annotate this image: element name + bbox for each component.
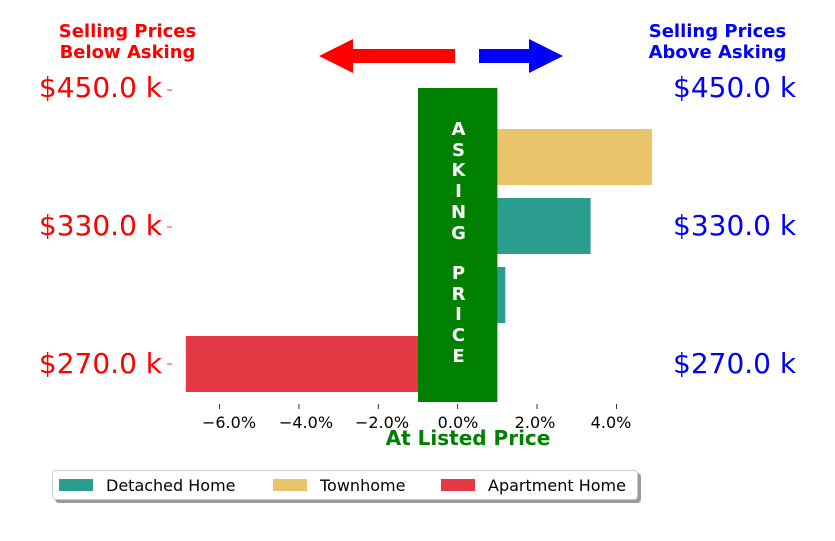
legend-item-detached: Detached Home [59, 471, 236, 499]
x-tick-label: −2.0% [354, 413, 410, 432]
x-tick-label: 0.0% [437, 413, 479, 432]
y-tick-label-left-450k: $450.0 k [38, 71, 162, 104]
y-tick-label-left-270k: $270.0 k [38, 347, 162, 380]
legend-label-townhome: Townhome [320, 475, 406, 495]
y-tick-label-right-270k: $270.0 k [673, 347, 797, 380]
y-tick-label-right-330k: $330.0 k [673, 209, 797, 242]
legend-swatch-detached [59, 479, 93, 491]
x-axis-label: At Listed Price [385, 426, 551, 450]
y-tick-label-right-450k: $450.0 k [673, 71, 797, 104]
asking-price-band [418, 88, 498, 402]
above-asking-header: Selling Prices Above Asking [648, 21, 787, 63]
asking-band-text-bottom: P R I C E [451, 263, 466, 367]
asking-band-text-top: A S K I N G [450, 119, 467, 244]
legend-swatch-apartment [441, 479, 475, 491]
below-asking-header: Selling Prices Below Asking [58, 21, 197, 63]
left-arrow-icon [319, 39, 455, 73]
legend-label-apartment: Apartment Home [488, 475, 626, 495]
legend: Detached Home Townhome Apartment Home [52, 470, 638, 500]
legend-item-apartment: Apartment Home [441, 471, 626, 499]
legend-label-detached: Detached Home [106, 475, 236, 495]
x-tick-label: −4.0% [278, 413, 334, 432]
y-tick-label-left-330k: $330.0 k [38, 209, 162, 242]
x-tick-label: −6.0% [201, 413, 257, 432]
right-arrow-icon [479, 39, 563, 73]
x-tick-label: 2.0% [514, 413, 556, 432]
legend-swatch-townhome [273, 479, 307, 491]
bar-apartment-home-0 [185, 336, 458, 392]
legend-item-townhome: Townhome [273, 471, 405, 499]
x-tick-label: 4.0% [590, 413, 632, 432]
